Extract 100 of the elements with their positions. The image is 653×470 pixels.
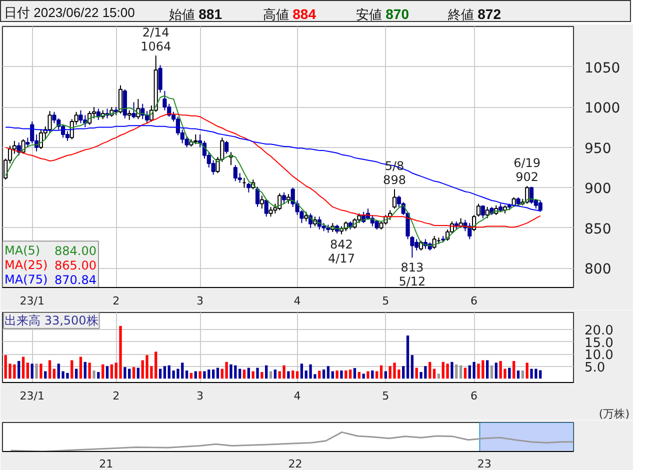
bar <box>48 360 52 379</box>
bar <box>516 370 520 379</box>
y-tick-label: 900 <box>584 181 612 198</box>
candlestick <box>268 206 273 218</box>
bar <box>437 374 440 379</box>
candlestick <box>132 102 136 119</box>
bar <box>490 365 494 379</box>
bar <box>348 370 352 379</box>
candlestick <box>538 200 542 212</box>
bar <box>124 367 126 379</box>
bar <box>477 364 480 379</box>
bar <box>74 368 78 379</box>
candlestick <box>432 235 436 250</box>
candlestick <box>78 110 83 124</box>
bar <box>340 370 343 379</box>
bar <box>269 371 272 379</box>
bar <box>18 360 20 379</box>
bar <box>158 368 162 379</box>
bar <box>242 370 246 379</box>
bar <box>52 368 56 379</box>
bar <box>300 364 304 379</box>
bar <box>428 362 432 379</box>
bar <box>371 370 374 379</box>
candlestick <box>127 110 132 120</box>
y-tick-label: 850 <box>584 221 612 238</box>
bar <box>92 370 96 379</box>
bar <box>362 374 365 379</box>
x-tick-label: 22 <box>288 458 302 470</box>
bar <box>190 372 193 379</box>
bar <box>119 326 122 379</box>
bar <box>35 364 38 379</box>
candlestick <box>26 137 30 148</box>
x-tick-label: 6 <box>470 390 478 402</box>
bar <box>203 371 206 379</box>
bar <box>292 370 294 379</box>
x-tick-label: 21 <box>99 458 114 470</box>
bar <box>30 364 34 379</box>
bar <box>521 370 524 379</box>
bar <box>494 362 498 379</box>
bar <box>287 371 290 379</box>
bar <box>472 362 476 379</box>
bar <box>260 372 264 379</box>
bar <box>22 356 25 379</box>
bar <box>353 368 356 379</box>
bar <box>402 366 405 379</box>
bar <box>296 371 299 379</box>
bar <box>326 366 330 379</box>
bar <box>88 362 91 379</box>
candlestick <box>282 192 286 204</box>
candlestick <box>224 140 229 154</box>
bar <box>318 370 321 379</box>
annotation: 813 5/12 <box>398 260 426 289</box>
candlestick <box>304 211 308 222</box>
bar <box>216 368 220 379</box>
bar <box>358 372 360 379</box>
candlestick <box>118 84 123 114</box>
bar <box>101 364 104 379</box>
bar <box>459 365 462 379</box>
bar <box>274 370 277 379</box>
bar <box>336 370 338 379</box>
bar <box>344 370 348 379</box>
bar <box>282 365 286 379</box>
bar <box>40 364 42 379</box>
x-tick-label: 23/1 <box>20 294 44 308</box>
chart-title: 出来高 33,500株 <box>4 314 98 328</box>
bar <box>331 371 334 379</box>
bar <box>128 368 131 379</box>
candlestick <box>246 182 251 193</box>
bar <box>252 371 254 379</box>
candlestick <box>476 203 481 218</box>
candlestick <box>158 64 162 94</box>
bar <box>455 364 458 379</box>
bar <box>97 372 100 379</box>
bar <box>225 362 228 379</box>
x-tick-label: 4 <box>294 294 301 308</box>
x-tick-label: 2 <box>112 390 120 402</box>
bar <box>415 368 418 379</box>
bar <box>247 368 250 379</box>
x-tick-label: 23 <box>477 458 492 470</box>
x-tick-label: 5 <box>382 390 390 402</box>
bar <box>84 362 86 379</box>
candlestick <box>21 138 26 154</box>
bar <box>410 355 414 379</box>
bar <box>380 365 383 379</box>
bar <box>106 366 109 379</box>
y-tick-label: 800 <box>584 262 612 278</box>
bar <box>432 368 436 379</box>
bar <box>265 365 268 379</box>
candlestick <box>286 194 290 204</box>
candlestick <box>255 186 260 208</box>
annotation: 2/14 1064 <box>140 26 172 54</box>
annotation: 865.00 <box>54 258 97 272</box>
bar <box>446 364 449 379</box>
bar <box>512 360 516 379</box>
candlestick <box>480 204 485 219</box>
bar <box>132 367 136 379</box>
x-tick-label: 3 <box>196 294 204 308</box>
bar <box>70 360 74 379</box>
x-tick-label: 23/1 <box>20 390 44 402</box>
candlestick <box>30 121 34 144</box>
